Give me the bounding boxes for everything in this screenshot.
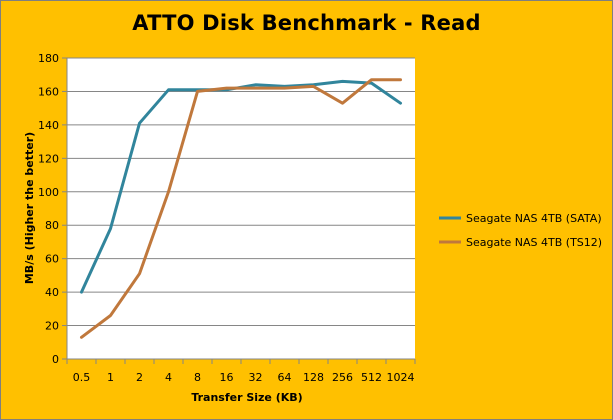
x-tick-label: 4 (165, 371, 172, 384)
y-tick-label: 0 (52, 353, 59, 366)
x-tick-label: 256 (332, 371, 353, 384)
x-axis-title: Transfer Size (KB) (191, 391, 302, 404)
x-tick-label: 16 (220, 371, 234, 384)
x-tick-label: 64 (278, 371, 292, 384)
y-tick-label: 160 (38, 85, 59, 98)
x-tick-label: 128 (303, 371, 324, 384)
x-tick-label: 0.5 (73, 371, 91, 384)
x-tick-label: 32 (249, 371, 263, 384)
y-tick-label: 120 (38, 152, 59, 165)
series-lines (80, 78, 402, 339)
y-tick-label: 100 (38, 186, 59, 199)
series-line-2 (80, 78, 402, 339)
x-tick-label: 1024 (387, 371, 415, 384)
y-tick-label: 140 (38, 119, 59, 132)
y-axis-title: MB/s (Higher the better) (23, 132, 36, 284)
legend-label-2: Seagate NAS 4TB (TS12) (466, 236, 602, 249)
x-tick-label: 2 (136, 371, 143, 384)
y-tick-label: 20 (45, 320, 59, 333)
axes (62, 57, 416, 364)
x-tick-label: 8 (194, 371, 201, 384)
y-tick-label: 80 (45, 219, 59, 232)
x-tick-label: 1 (107, 371, 114, 384)
tick-labels: 0 20 40 60 80 100 120 140 160 180 0.5 1 2 4 8 16 32 64 128… (38, 52, 415, 384)
chart-title: ATTO Disk Benchmark - Read (132, 11, 481, 35)
y-tick-label: 40 (45, 286, 59, 299)
legend: Seagate NAS 4TB (SATA) Seagate NAS 4TB (T… (439, 212, 602, 249)
legend-label-1: Seagate NAS 4TB (SATA) (466, 212, 602, 225)
x-tick-label: 512 (361, 371, 382, 384)
y-tick-label: 180 (38, 52, 59, 65)
y-tick-label: 60 (45, 253, 59, 266)
plot-area (67, 58, 415, 359)
